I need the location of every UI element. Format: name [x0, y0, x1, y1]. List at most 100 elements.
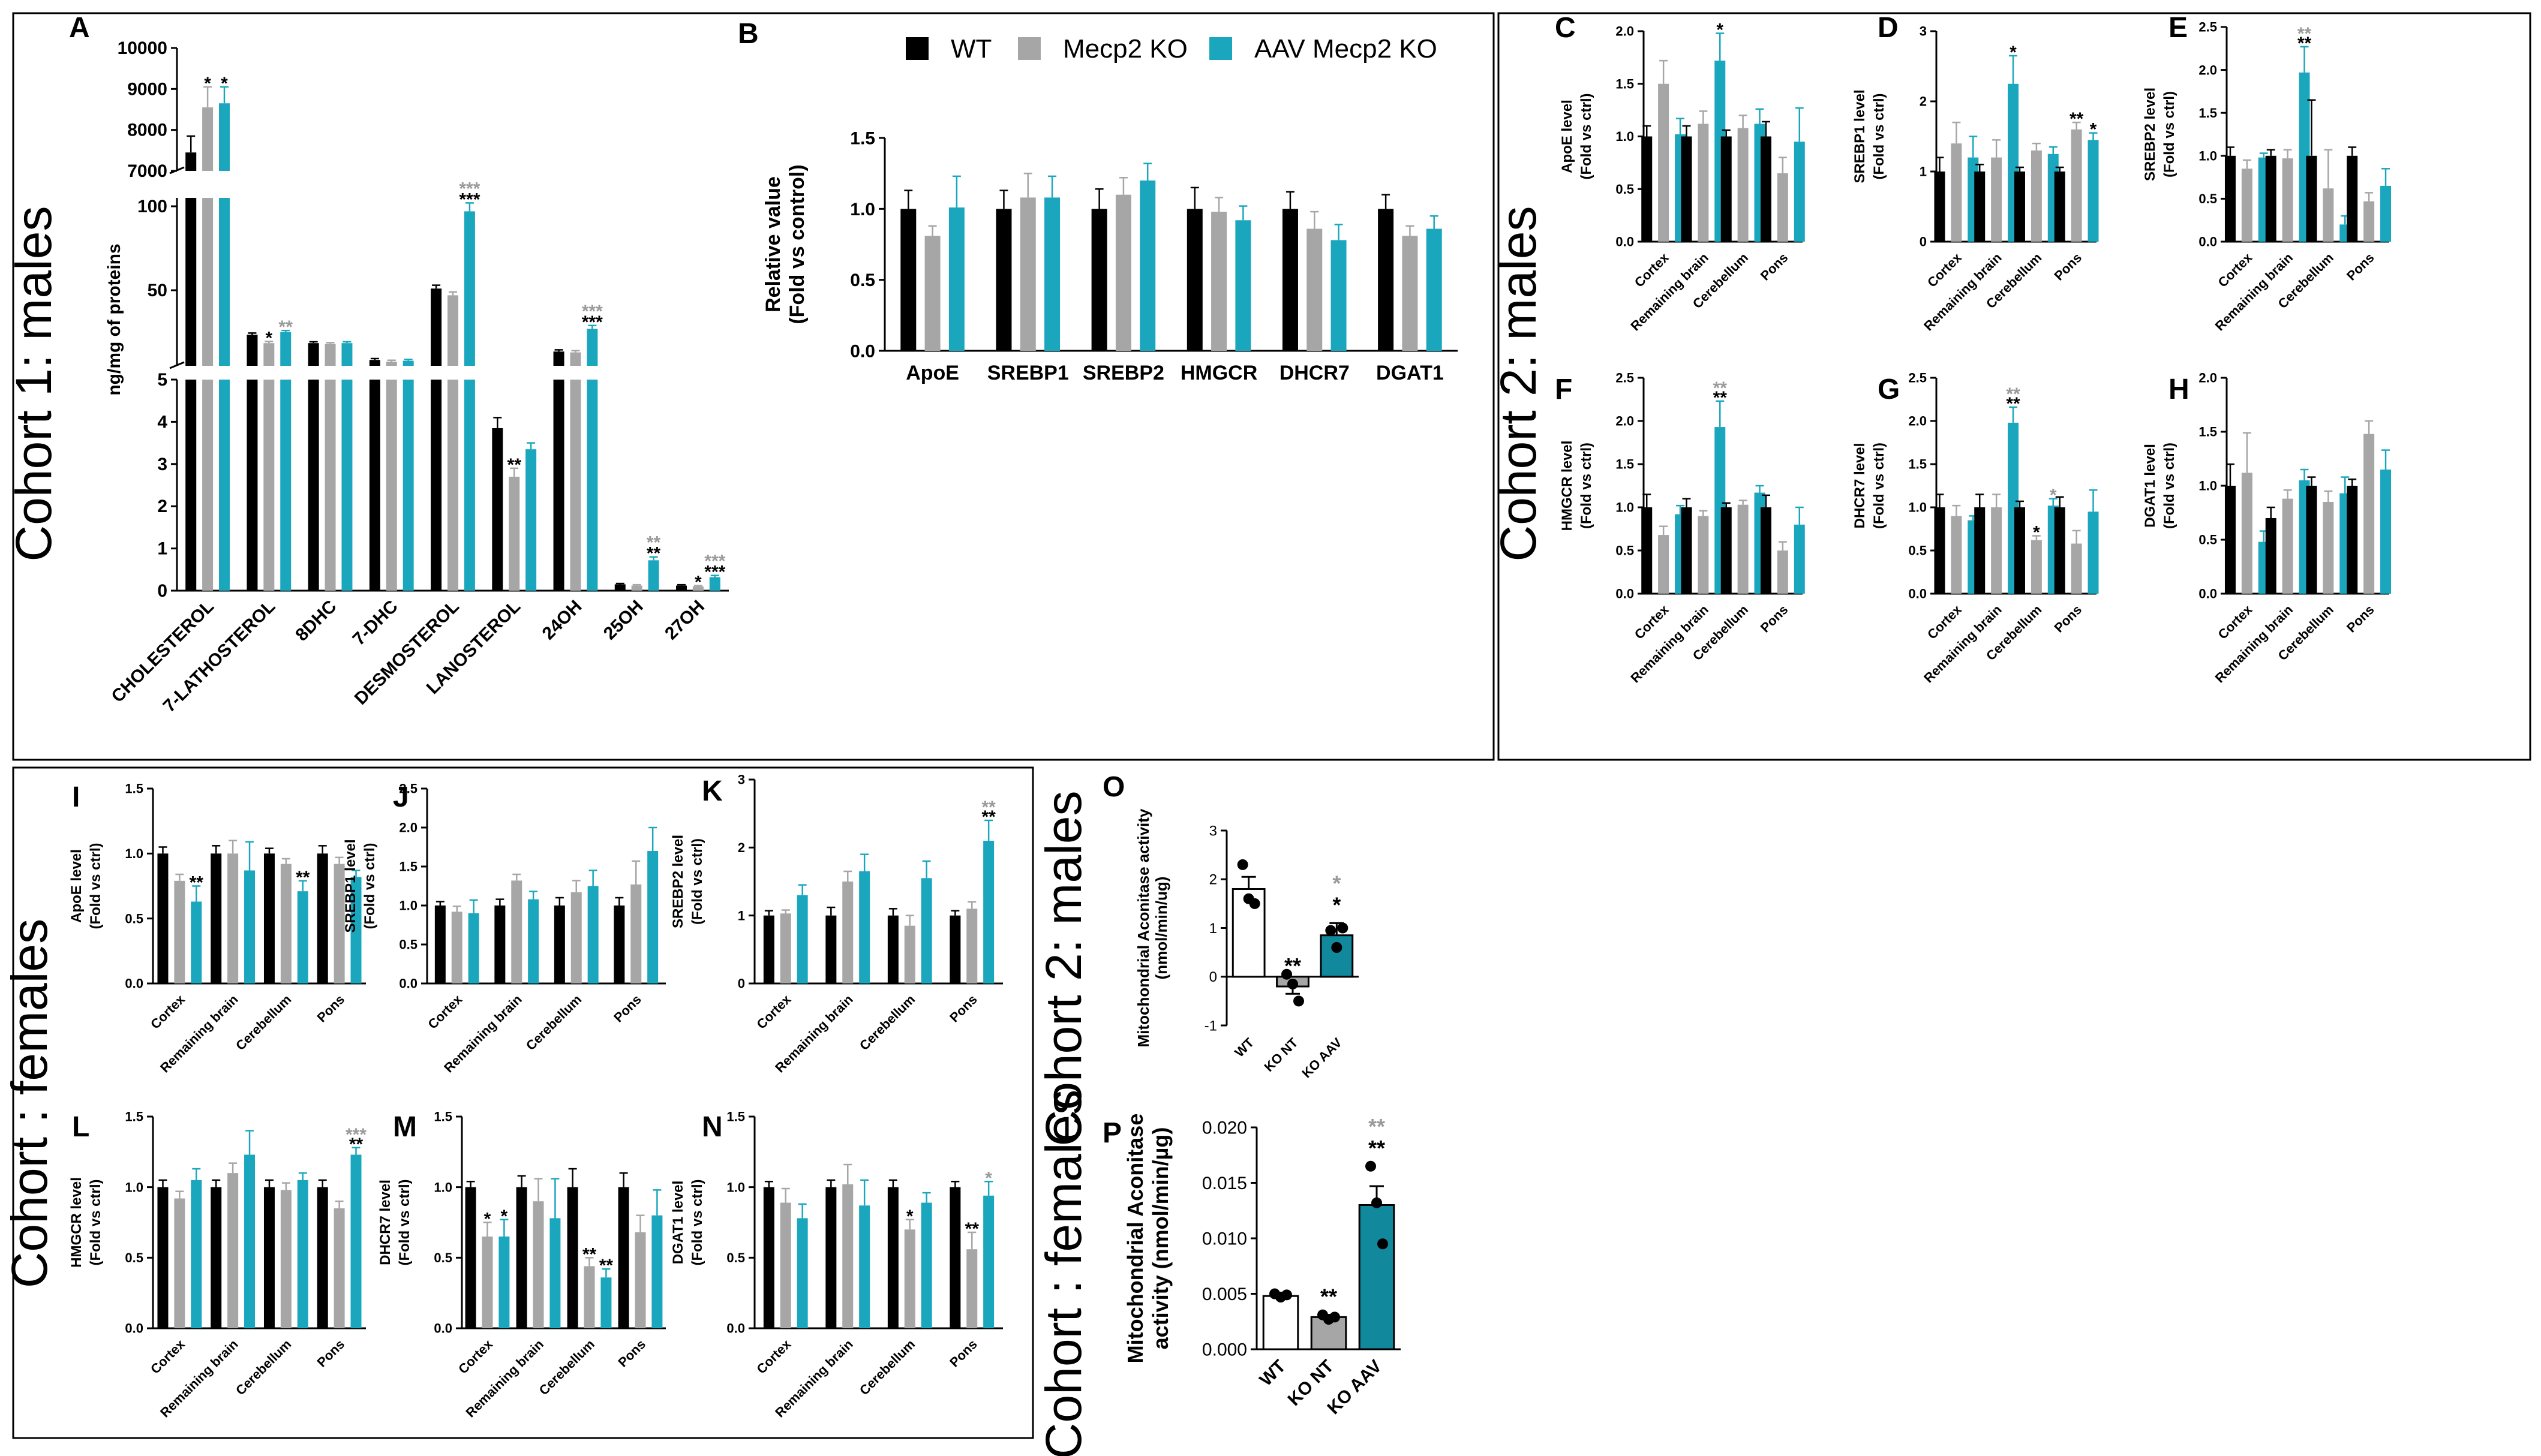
y-tick-label-H: 2.0	[2198, 371, 2217, 386]
x-tick-label-A: CHOLESTEROL	[107, 597, 218, 707]
data-point-O	[1281, 968, 1292, 980]
data-point-P	[1329, 1311, 1340, 1323]
bar-J	[630, 884, 642, 983]
y-tick-label-I: 1.0	[125, 846, 143, 861]
x-tick-label-I: Pons	[314, 992, 347, 1025]
bar-C	[1681, 136, 1692, 242]
x-tick-label-E: Cortex	[2215, 249, 2255, 290]
x-tick-label-D: Pons	[2051, 250, 2085, 284]
y-label-B: Relative value	[762, 176, 785, 312]
x-tick-label-K: Pons	[947, 992, 980, 1025]
y-label-P: Mitochondrial Aconitase	[1123, 1114, 1148, 1364]
significance-star-F: **	[1713, 388, 1728, 408]
bar-K	[950, 915, 961, 983]
x-tick-label-H: Cortex	[2215, 601, 2255, 642]
bar-J	[587, 886, 599, 983]
bar-A	[431, 380, 442, 591]
y-tick-label-G: 0.0	[1908, 586, 1927, 601]
y-tick-label-F: 0.5	[1615, 543, 1634, 558]
bar-A	[587, 380, 598, 591]
bar-K	[904, 925, 915, 983]
bar-B	[948, 207, 965, 351]
x-tick-label-C: Pons	[1758, 250, 1791, 284]
significance-star-A: *	[221, 74, 228, 94]
bar-K	[825, 915, 837, 983]
bar-J	[647, 851, 659, 983]
y-label2-M: (Fold vs ctrl)	[397, 1179, 413, 1265]
bar-L	[227, 1173, 239, 1328]
panel-label-G: G	[1878, 374, 1900, 405]
y-label2-B: (Fold vs control)	[786, 164, 809, 324]
y-label-K: SREBP2 level	[670, 835, 686, 928]
y-label-A: ng/mg of proteins	[104, 243, 124, 395]
x-tick-label-A: 7-DHC	[349, 597, 402, 649]
y-tick-label-G: 2.5	[1908, 371, 1927, 386]
bar-D	[1951, 143, 1962, 242]
x-tick-label-O: KO NT	[1261, 1034, 1300, 1074]
significance-star-A: **	[647, 544, 661, 564]
x-tick-label-B: SREBP2	[1083, 362, 1164, 384]
bar-J	[468, 913, 479, 983]
y-label-O: Mitochondrial Aconitase activity	[1134, 808, 1152, 1047]
bar-I	[334, 864, 345, 983]
bar-I	[244, 870, 256, 983]
panel-label-B: B	[738, 18, 759, 50]
panel-label-J: J	[393, 781, 409, 813]
y-tick-label-A: 8000	[127, 121, 167, 140]
bar-A	[185, 198, 197, 366]
bar-A	[202, 107, 214, 171]
bar-A	[709, 577, 720, 591]
x-tick-label-N: Cerebellum	[857, 1337, 918, 1398]
bar-P	[1358, 1204, 1395, 1350]
y-tick-label-L: 0.5	[125, 1250, 143, 1265]
bar-I	[350, 877, 362, 983]
bar-I	[174, 880, 185, 983]
bar-J	[494, 906, 506, 983]
y-tick-label-A: 50	[148, 281, 167, 300]
significance-star-D: **	[2070, 109, 2084, 129]
bar-F	[1794, 524, 1805, 594]
bar-G	[2031, 540, 2042, 594]
x-tick-label-A: 7-LATHOSTEROL	[160, 597, 280, 717]
significance-star-I: **	[190, 873, 204, 893]
significance-star-G: *	[2050, 486, 2057, 506]
significance-star-E: **	[2297, 34, 2312, 53]
bar-B	[1330, 240, 1347, 351]
bar-A	[386, 380, 397, 591]
y-label-E: SREBP2 level	[2142, 88, 2158, 181]
y-label-I: ApoE level	[68, 849, 85, 923]
y-tick-label-J: 0.0	[399, 976, 418, 991]
significance-star-A: *	[204, 74, 211, 94]
significance-star-N: *	[985, 1168, 992, 1188]
bar-H	[2380, 470, 2392, 594]
bar-M	[549, 1218, 561, 1328]
significance-star-A: **	[507, 455, 522, 475]
bar-A	[185, 152, 197, 171]
bar-B	[1091, 209, 1107, 351]
x-tick-label-M: Pons	[615, 1337, 648, 1370]
bar-D	[1991, 157, 2002, 242]
panel-label-I: I	[72, 781, 80, 813]
data-point-O	[1337, 922, 1348, 934]
significance-star-P: **	[1368, 1136, 1385, 1160]
y-label2-C: (Fold vs ctrl)	[1578, 93, 1594, 179]
bar-A	[553, 351, 564, 366]
y-tick-label-P: 0.005	[1202, 1284, 1247, 1304]
y-tick-label-J: 1.5	[399, 859, 418, 874]
bar-A	[263, 343, 275, 366]
y-label-D: SREBP1 level	[1852, 89, 1868, 183]
y-tick-label-H: 1.0	[2198, 479, 2217, 494]
y-tick-label-H: 0.5	[2198, 533, 2217, 547]
bar-E	[2323, 188, 2334, 242]
bar-M	[567, 1187, 578, 1328]
y-tick-label-H: 1.5	[2198, 425, 2217, 440]
y-tick-label-K: 1	[738, 908, 745, 923]
bar-K	[797, 895, 808, 983]
panel-label-D: D	[1878, 12, 1899, 44]
bar-H	[2363, 434, 2375, 594]
x-tick-label-L: Cerebellum	[233, 1337, 294, 1398]
bar-D	[2088, 140, 2099, 242]
bar-A	[570, 380, 581, 591]
y-tick-label-A: 5	[157, 370, 167, 390]
bar-D	[1934, 172, 1945, 242]
